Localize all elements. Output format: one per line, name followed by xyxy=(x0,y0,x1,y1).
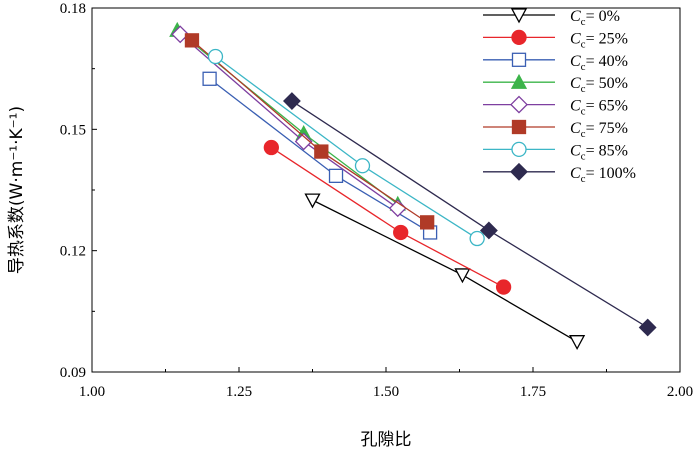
data-point xyxy=(314,144,329,159)
legend-marker xyxy=(511,119,527,135)
legend-label: Cc= 100% xyxy=(570,165,636,185)
legend-item: Cc= 40% xyxy=(483,52,628,73)
series-5 xyxy=(184,33,435,230)
legend-item: Cc= 85% xyxy=(483,141,628,162)
series-line xyxy=(312,199,578,343)
legend-label: Cc= 85% xyxy=(570,142,628,162)
y-axis-title: 导热系数(W·m⁻¹·K⁻¹) xyxy=(7,106,27,274)
x-tick-label: 1.50 xyxy=(373,384,399,400)
data-point xyxy=(263,139,279,156)
data-point xyxy=(469,230,485,247)
series-0 xyxy=(304,193,586,351)
series-4 xyxy=(171,25,407,218)
data-point xyxy=(638,318,657,337)
data-point xyxy=(495,279,512,295)
data-point xyxy=(569,335,586,351)
data-point xyxy=(328,168,344,183)
legend-marker xyxy=(510,73,528,89)
legend-label: Cc= 65% xyxy=(570,98,628,118)
data-point xyxy=(184,33,200,48)
y-tick-label: 0.09 xyxy=(60,365,86,381)
data-point xyxy=(171,25,190,44)
legend-item: Cc= 50% xyxy=(483,73,628,95)
tick-layer: 1.00 1.25 1.50 1.75 2.00 0.09 0.12 0.15 0.18 xyxy=(60,1,693,400)
legend-label: Cc= 75% xyxy=(570,120,628,140)
legend-marker xyxy=(511,141,527,158)
legend-marker xyxy=(510,162,528,181)
x-tick-label: 1.75 xyxy=(520,384,546,400)
y-tick-label: 0.18 xyxy=(60,1,86,17)
data-point xyxy=(479,221,498,240)
data-point xyxy=(354,158,371,174)
data-point xyxy=(393,224,409,241)
legend-item: Cc= 100% xyxy=(483,162,636,185)
legend-marker xyxy=(510,8,528,24)
x-tick-label: 1.00 xyxy=(79,384,105,400)
series-layer xyxy=(169,21,657,351)
data-point xyxy=(454,268,471,284)
legend-marker xyxy=(511,52,527,67)
legend-marker xyxy=(510,95,528,114)
series-6 xyxy=(207,48,485,247)
data-point xyxy=(304,193,321,209)
legend-label: Cc= 50% xyxy=(570,75,628,95)
data-point xyxy=(420,215,435,230)
legend-marker xyxy=(511,29,527,46)
data-point xyxy=(294,132,313,151)
x-tick-label: 2.00 xyxy=(667,384,693,400)
series-line xyxy=(215,56,478,240)
legend-item: Cc= 65% xyxy=(483,95,628,118)
x-axis-title: 孔隙比 xyxy=(361,430,412,450)
legend-label: Cc= 25% xyxy=(570,30,628,50)
data-point xyxy=(283,92,301,110)
series-7 xyxy=(283,92,657,337)
x-tick-label: 1.25 xyxy=(226,384,252,400)
series-1 xyxy=(263,139,512,295)
y-tick-label: 0.12 xyxy=(60,244,86,260)
legend: Cc= 0%Cc= 25% Cc= 40%Cc= 50% Cc= 65%Cc= 75… xyxy=(483,8,636,185)
legend-label: Cc= 40% xyxy=(570,53,628,73)
legend-item: Cc= 25% xyxy=(483,29,628,50)
legend-item: Cc= 0% xyxy=(483,8,620,28)
legend-label: Cc= 0% xyxy=(570,8,620,28)
data-point xyxy=(207,48,224,65)
y-tick-label: 0.15 xyxy=(60,122,86,138)
legend-item: Cc= 75% xyxy=(483,119,628,140)
data-point xyxy=(202,71,217,86)
